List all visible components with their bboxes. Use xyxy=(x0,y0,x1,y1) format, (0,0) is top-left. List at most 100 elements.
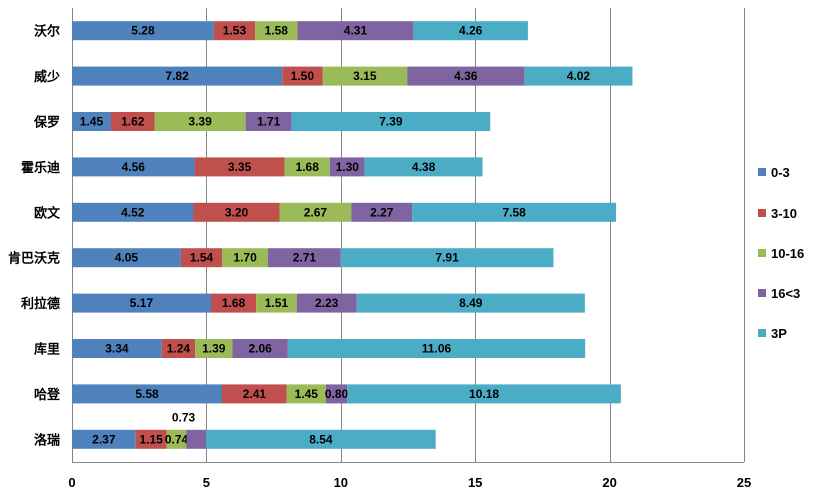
data-label: 1.24 xyxy=(167,342,191,356)
bar-segment xyxy=(213,21,256,41)
bar-segment xyxy=(222,248,268,268)
bar-segment xyxy=(297,21,414,41)
data-label: 7.82 xyxy=(165,69,189,83)
data-label: 5.58 xyxy=(135,387,159,401)
bar-segment xyxy=(255,21,298,41)
bar-segment xyxy=(186,429,207,449)
bar-segment xyxy=(267,248,341,268)
bar-segment xyxy=(232,339,288,358)
data-label: 4.05 xyxy=(115,251,139,265)
bar-segment xyxy=(72,429,136,449)
bar-segment xyxy=(296,293,357,313)
bar-segment xyxy=(412,202,617,222)
legend-label: 3P xyxy=(771,326,787,341)
category-label: 欧文 xyxy=(34,205,61,221)
data-label: 4.31 xyxy=(344,24,368,38)
x-tick-label: 15 xyxy=(468,475,482,490)
data-label: 2.41 xyxy=(243,387,267,401)
x-tick-label: 5 xyxy=(203,475,210,490)
data-label: 0.73 xyxy=(172,410,196,424)
bar-segment xyxy=(356,293,585,313)
x-axis-ticks: 0 5 10 15 20 25 xyxy=(68,475,751,490)
bar-segment xyxy=(279,202,352,222)
bar-segment xyxy=(322,66,408,86)
bar-segment xyxy=(340,248,554,268)
data-label: 7.39 xyxy=(379,115,403,129)
data-label: 4.38 xyxy=(412,160,436,174)
bar-segment xyxy=(221,384,287,404)
bar-segment xyxy=(206,429,436,449)
data-label: 1.70 xyxy=(233,251,257,265)
data-label: 3.35 xyxy=(228,160,252,174)
bar-segment xyxy=(154,112,246,131)
data-label: 11.06 xyxy=(422,342,452,356)
data-label: 4.36 xyxy=(454,69,478,83)
bar-segment xyxy=(72,202,194,222)
bar-segment xyxy=(195,339,233,358)
bar-segment xyxy=(72,157,195,177)
data-label: 3.39 xyxy=(188,115,212,129)
data-label: 1.58 xyxy=(265,24,289,38)
bar-segment xyxy=(329,157,365,177)
x-tick-label: 10 xyxy=(334,475,348,490)
category-label: 洛瑞 xyxy=(34,432,60,448)
bar-segment xyxy=(135,429,167,449)
bar-segment xyxy=(284,157,330,177)
data-label: 2.67 xyxy=(304,205,328,219)
data-label: 0.74 xyxy=(165,432,189,446)
data-label: 1.50 xyxy=(291,69,315,83)
data-label: 2.27 xyxy=(370,205,394,219)
legend-label: 3-10 xyxy=(771,206,797,221)
bar-segment xyxy=(245,112,292,131)
bar-segment xyxy=(325,384,348,404)
data-label: 4.56 xyxy=(122,160,146,174)
legend-label: 10-16 xyxy=(771,246,804,261)
data-label: 1.68 xyxy=(222,296,246,310)
data-label: 8.49 xyxy=(459,296,483,310)
data-label: 4.02 xyxy=(567,69,591,83)
category-label: 肯巴沃克 xyxy=(8,251,60,267)
bar-segment xyxy=(72,21,214,41)
bars: 5.28 1.53 1.58 4.31 4.26 7.82 1.50 3.15 4.36 4.02… xyxy=(72,21,633,449)
bar-segment xyxy=(72,66,283,86)
bar-segment xyxy=(194,157,285,177)
category-label: 库里 xyxy=(34,342,60,358)
bar-segment xyxy=(110,112,155,131)
category-label: 沃尔 xyxy=(34,24,60,40)
data-label: 1.30 xyxy=(336,160,360,174)
bar-segment xyxy=(286,384,326,404)
x-tick-label: 25 xyxy=(737,475,751,490)
bar-segment xyxy=(193,202,280,222)
data-label: 7.91 xyxy=(435,251,459,265)
category-label: 保罗 xyxy=(33,115,60,131)
bar-segment xyxy=(72,293,211,313)
bar-segment xyxy=(180,248,223,268)
data-label: 0.80 xyxy=(325,387,349,401)
data-label: 5.17 xyxy=(130,296,154,310)
data-label: 10.18 xyxy=(469,387,499,401)
bar-segment xyxy=(282,66,323,86)
bar-segment xyxy=(72,384,222,404)
bar-segment xyxy=(166,429,187,449)
data-label: 1.51 xyxy=(265,296,289,310)
data-label: 3.15 xyxy=(353,69,377,83)
data-label: 1.54 xyxy=(190,251,214,265)
data-label: 2.37 xyxy=(92,432,116,446)
x-tick-label: 20 xyxy=(602,475,616,490)
category-label: 威少 xyxy=(34,69,60,85)
data-label: 2.23 xyxy=(315,296,339,310)
data-label: 1.45 xyxy=(80,115,104,129)
legend-swatch xyxy=(758,168,766,176)
data-label: 2.06 xyxy=(248,342,272,356)
legend: 0-3 3-10 10-16 16<3 3P xyxy=(758,165,804,341)
bar-segment xyxy=(72,112,111,131)
data-label: 4.26 xyxy=(459,24,483,38)
bar-segment xyxy=(413,21,528,41)
data-label: 1.53 xyxy=(223,24,247,38)
legend-swatch xyxy=(758,209,766,217)
legend-label: 16<3 xyxy=(771,286,800,301)
data-label: 3.34 xyxy=(105,342,129,356)
bar-segment xyxy=(72,339,162,358)
data-label: 1.15 xyxy=(139,432,163,446)
